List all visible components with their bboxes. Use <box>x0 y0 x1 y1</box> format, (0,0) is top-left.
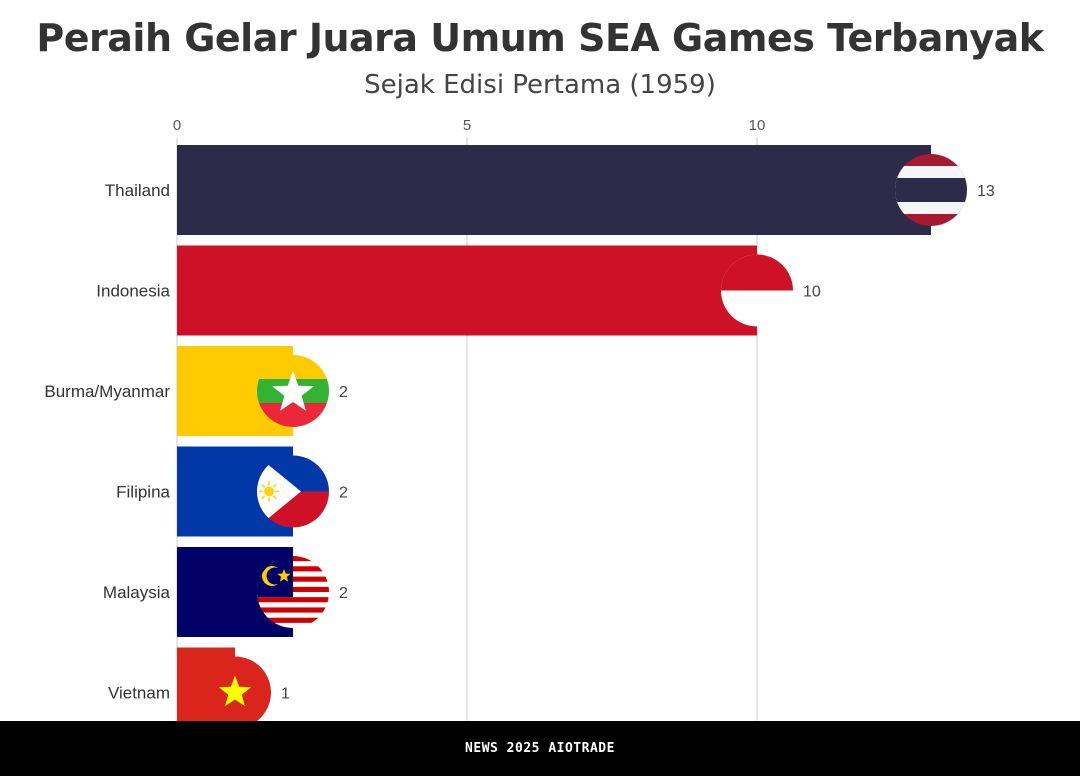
flag-thailand-icon <box>895 154 967 226</box>
value-label: 2 <box>339 585 348 602</box>
bar-row-burma-myanmar: Burma/Myanmar 2 <box>44 346 348 436</box>
bar <box>177 145 931 235</box>
category-label: Thailand <box>105 181 170 200</box>
category-label: Burma/Myanmar <box>44 382 170 401</box>
bar <box>177 245 757 336</box>
bar-row-vietnam: Vietnam 1 <box>108 647 290 721</box>
category-label: Indonesia <box>96 282 170 301</box>
flag-indonesia-icon <box>721 254 793 327</box>
flag-vietnam-icon <box>199 656 271 721</box>
footer-text: NEWS 2025 AIOTRADE <box>465 741 615 756</box>
chart-subtitle: Sejak Edisi Pertama (1959) <box>364 70 716 100</box>
bar-row-filipina: Filipina 2 <box>116 446 348 537</box>
bar-row-indonesia: Indonesia 10 <box>96 245 821 336</box>
bar-row-thailand: Thailand 13 <box>105 145 995 235</box>
category-label: Vietnam <box>108 684 170 703</box>
value-label: 13 <box>977 183 995 200</box>
value-label: 2 <box>339 485 348 502</box>
value-label: 10 <box>803 284 821 301</box>
category-label: Filipina <box>116 483 170 502</box>
flag-malaysia-icon <box>257 556 329 628</box>
chart-title: Peraih Gelar Juara Umum SEA Games Terban… <box>36 16 1044 60</box>
x-axis-ticks: 0 5 10 <box>173 117 766 134</box>
x-tick-label: 5 <box>463 117 471 134</box>
x-tick-label: 10 <box>749 117 766 134</box>
x-tick-label: 0 <box>173 117 181 134</box>
flag-philippines-icon <box>257 455 329 528</box>
footer-banner: NEWS 2025 AIOTRADE <box>0 721 1080 776</box>
category-label: Malaysia <box>103 583 171 602</box>
value-label: 2 <box>339 384 348 401</box>
value-label: 1 <box>281 686 290 703</box>
bar-chart: 0 5 10 Thailand 13 Indonesia 10 Burma/Myanmar 2… <box>44 117 995 721</box>
bar-row-malaysia: Malaysia 2 <box>103 547 348 637</box>
